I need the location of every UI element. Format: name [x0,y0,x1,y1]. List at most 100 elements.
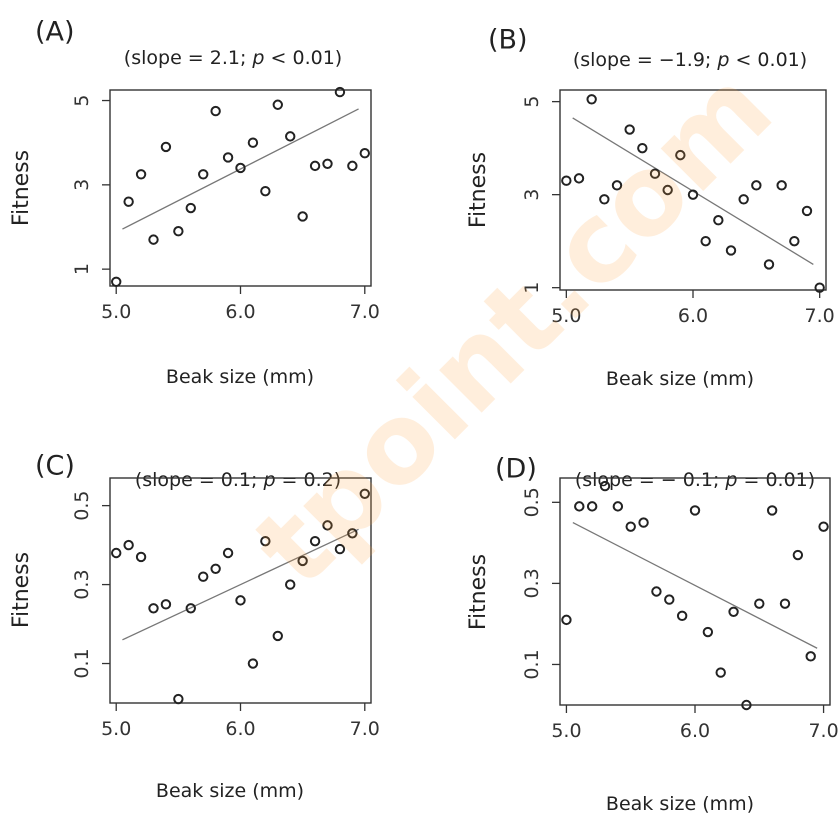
data-point [260,535,271,547]
data-point [689,505,701,516]
data-point [738,194,749,205]
data-point [272,99,283,110]
data-point [148,234,159,245]
data-point [741,699,752,711]
y-tick-label: 0.5 [71,491,93,521]
data-point [702,626,714,638]
chart-panel-0: (A) (slope = 2.1; p < 0.01) 5.0 6.0 7.0 1 3 5 Be… [9,17,380,389]
data-point [700,235,711,247]
data-point [173,693,184,705]
x-tick-label: 7.0 [805,305,835,327]
data-point [135,169,147,180]
data-point [687,189,699,200]
data-point [763,259,775,270]
data-point [198,169,209,180]
x-tick-label: 7.0 [350,301,380,323]
data-point [662,184,673,196]
data-point [573,173,585,184]
data-point [651,586,662,597]
chart-panel-1: (B) (slope = −1.9; p < 0.01) 5.0 6.0 7.0 1 3 5 B… [466,25,835,391]
data-point [111,547,122,559]
data-point [322,520,333,531]
x-tick-label: 6.0 [225,301,255,323]
data-point [235,162,246,174]
data-point [285,579,296,590]
data-point [779,598,791,609]
x-axis-label: Beak size (mm) [606,793,754,815]
y-tick-label: 5 [521,96,543,108]
data-point [210,105,221,117]
x-tick-label: 6.0 [225,718,255,740]
data-point [713,215,724,226]
plot-frame [559,477,831,706]
y-axis-label: Fitness [466,152,491,228]
y-tick-label: 0.1 [521,649,543,679]
data-point [160,141,172,153]
data-point [801,205,813,217]
x-tick-label: 5.0 [551,305,581,327]
data-point [297,211,308,222]
data-point [135,551,147,563]
panel-label: (A) [35,17,75,48]
plot-frame [109,477,372,704]
data-point [123,196,134,207]
data-point [222,547,234,559]
fit-line [122,108,359,230]
data-point [210,563,221,574]
x-tick-label: 5.0 [551,720,581,742]
x-tick-label: 6.0 [678,305,708,327]
data-point [148,603,159,614]
data-point [561,614,572,626]
data-point [272,630,283,642]
y-axis-label: Fitness [9,552,34,628]
data-point [347,528,358,539]
data-point [676,610,688,622]
data-point [123,539,134,551]
x-tick-label: 7.0 [808,720,838,742]
x-tick-label: 5.0 [101,718,131,740]
y-tick-label: 3 [521,189,543,201]
chart-title: (slope = −1.9; p < 0.01) [573,49,807,71]
y-tick-label: 1 [71,263,93,275]
data-point [334,543,346,555]
data-point [359,148,370,159]
x-axis-label: Beak size (mm) [606,368,754,390]
data-point [285,131,296,142]
y-tick-label: 0.5 [521,487,543,517]
data-point [814,282,825,293]
data-point [160,599,172,610]
data-point [599,194,610,205]
data-point [624,124,635,135]
data-point [111,276,122,287]
data-point [222,152,234,163]
data-point [792,549,804,561]
y-tick-label: 0.3 [521,568,543,598]
data-point [625,521,636,532]
data-point [574,501,585,512]
data-point [586,501,598,512]
data-point [309,160,321,172]
chart-title: (slope = − 0.1; p = 0.01) [575,469,815,491]
fit-line [572,522,818,649]
y-tick-label: 3 [71,179,93,191]
data-point [766,505,778,516]
x-axis-label: Beak size (mm) [156,780,304,802]
y-axis-label: Fitness [466,554,491,630]
data-point [664,594,675,605]
data-point [776,180,787,191]
data-point [725,245,737,256]
data-point [612,501,624,512]
fit-line [122,528,359,641]
data-point [334,86,346,98]
data-point [173,226,184,237]
panel-label: (D) [495,454,537,485]
panel-label: (C) [35,451,75,482]
y-tick-label: 0.3 [71,569,93,599]
data-point [611,180,623,191]
data-point [637,142,648,154]
chart-title: (slope = 2.1; p < 0.01) [124,47,342,69]
data-point [297,555,308,567]
chart-panel-3: (D) (slope = − 0.1; p = 0.01) 5.0 6.0 7.0 0.1… [466,454,839,816]
y-tick-label: 0.1 [71,648,93,678]
data-point [675,149,686,161]
